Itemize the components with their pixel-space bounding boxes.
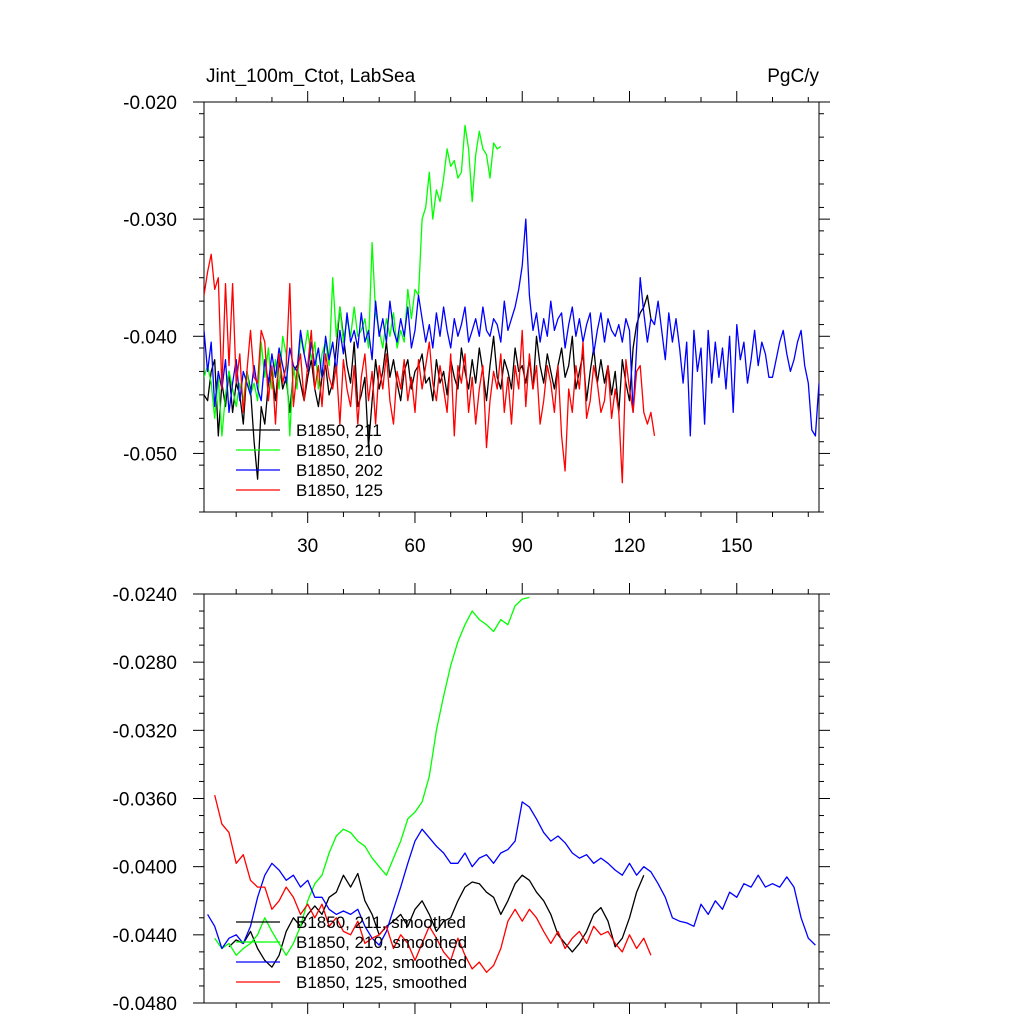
x-tick-label: 90 — [512, 536, 533, 557]
y-tick-label: -0.020 — [123, 93, 177, 114]
y-tick-label: -0.050 — [123, 444, 177, 465]
chart-units: PgC/y — [767, 66, 819, 87]
y-tick-label: -0.0480 — [113, 994, 177, 1015]
y-tick-label: -0.030 — [123, 210, 177, 231]
x-tick-label: 60 — [404, 536, 425, 557]
legend-label: B1850, 210 — [296, 441, 383, 460]
bottom-panel: -0.0240 -0.0280 -0.0320 -0.0360 -0.0400 -0.04… — [113, 583, 830, 1015]
y-tick-label: -0.0240 — [113, 585, 177, 606]
y-tick-label: -0.0320 — [113, 721, 177, 742]
y-tick-label: -0.0400 — [113, 858, 177, 879]
series-line-3 — [214, 794, 652, 973]
legend-label: B1850, 210, smoothed — [296, 933, 467, 952]
chart-title: Jint_100m_Ctot, LabSea — [206, 66, 416, 87]
legend-label: B1850, 202, smoothed — [296, 953, 467, 972]
legend-label: B1850, 211 — [296, 421, 382, 440]
legend-label: B1850, 125 — [296, 481, 383, 500]
x-tick-label: 30 — [297, 536, 318, 557]
series-line-0 — [228, 872, 645, 968]
legend-label: B1850, 211, smoothed — [296, 913, 466, 932]
top-panel: 30 60 90 120 150 -0.020 -0.030 -0.040 -0.050 B185… — [123, 91, 830, 557]
series-line-1 — [204, 124, 502, 437]
x-tick-label: 150 — [721, 536, 753, 557]
legend-label: B1850, 202 — [296, 461, 383, 480]
plot-frame — [203, 101, 820, 513]
y-tick-label: -0.0440 — [113, 926, 177, 947]
y-tick-label: -0.0280 — [113, 653, 177, 674]
series-line-2 — [207, 801, 816, 950]
y-tick-label: -0.0360 — [113, 790, 177, 811]
series-line-3 — [204, 253, 656, 484]
legend-label: B1850, 125, smoothed — [296, 973, 467, 992]
y-tick-label: -0.040 — [123, 327, 177, 348]
x-tick-label: 120 — [614, 536, 646, 557]
